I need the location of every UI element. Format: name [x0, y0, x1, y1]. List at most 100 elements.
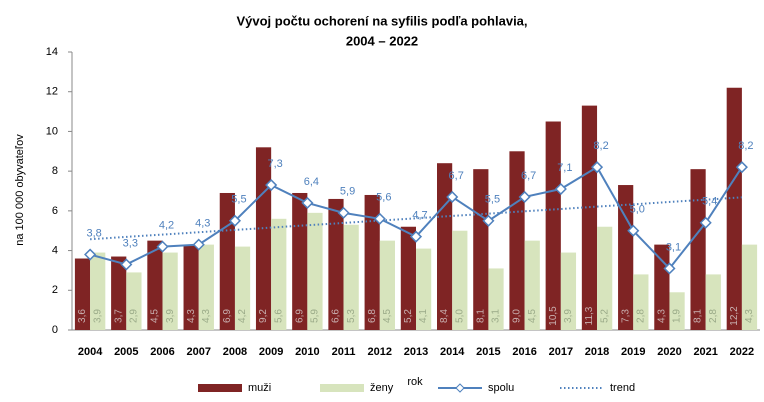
point-value-label: 8,2 [738, 140, 753, 152]
point [663, 262, 676, 275]
bar [437, 163, 453, 330]
bar [581, 105, 598, 330]
bar-value-label: 2,8 [708, 309, 719, 323]
x-tick-label: 2006 [150, 346, 174, 358]
bar-value-label: 3,9 [92, 309, 103, 323]
bar-value-label: 6,9 [294, 309, 305, 323]
bar [307, 212, 323, 330]
chart-title: Vývoj počtu ochorení na syfilis podľa po… [236, 13, 527, 28]
point [337, 206, 350, 219]
bar [560, 252, 577, 330]
point-value-label: 8,2 [593, 140, 608, 152]
chart-title: 2004 – 2022 [346, 33, 418, 48]
bar [111, 256, 127, 330]
x-tick-label: 2016 [512, 346, 536, 358]
legend-label: muži [248, 382, 271, 394]
bar-value-label: 4,2 [237, 309, 248, 323]
y-tick-label: 4 [52, 244, 58, 256]
point-value-label: 5,9 [340, 186, 355, 198]
bar-value-label: 4,5 [150, 309, 161, 323]
point [446, 190, 459, 204]
y-tick-label: 12 [46, 86, 58, 98]
bar [633, 274, 649, 330]
point [409, 230, 423, 243]
x-tick-label: 2005 [114, 346, 138, 358]
bar [741, 244, 758, 330]
point-value-label: 6,7 [521, 170, 536, 182]
point [156, 240, 169, 253]
bar [183, 244, 199, 330]
bar [726, 87, 742, 330]
point-value-label: 4,2 [159, 220, 174, 232]
bar [488, 268, 504, 330]
x-tick-label: 2008 [223, 346, 247, 358]
x-tick-label: 2019 [621, 346, 645, 358]
point-value-label: 3,8 [86, 227, 101, 239]
point-value-label: 5,5 [485, 194, 500, 206]
point [373, 212, 386, 225]
y-tick-label: 2 [52, 284, 58, 296]
y-tick-label: 0 [52, 324, 58, 336]
point [554, 182, 567, 196]
bar [364, 194, 380, 330]
bar-value-label: 12,2 [729, 306, 740, 326]
bar [597, 226, 613, 330]
bar [379, 240, 395, 330]
point [627, 224, 640, 237]
x-tick-label: 2014 [440, 346, 465, 358]
legend-swatch [320, 384, 364, 392]
bar-value-label: 4,1 [418, 309, 429, 323]
bar-value-label: 4,3 [186, 309, 197, 323]
bar [328, 198, 344, 330]
bar-value-label: 4,5 [382, 309, 393, 323]
bar-value-label: 10,5 [548, 306, 559, 326]
bar-value-label: 4,3 [744, 309, 755, 323]
point-value-label: 6,7 [449, 170, 464, 182]
bar-value-label: 6,9 [222, 309, 233, 323]
bar-value-label: 7,3 [620, 309, 631, 323]
bar-value-label: 5,9 [310, 309, 321, 323]
bar [343, 224, 359, 330]
bar-value-label: 9,0 [512, 309, 523, 323]
bar-value-label: 5,2 [599, 309, 610, 323]
bar-value-label: 4,5 [527, 309, 538, 323]
bar [234, 246, 251, 330]
bar-value-label: 3,9 [563, 309, 574, 323]
point [228, 214, 242, 227]
point-value-label: 5,0 [630, 204, 645, 216]
bar-value-label: 5,2 [403, 309, 414, 323]
x-tick-label: 2022 [730, 346, 754, 358]
point [301, 196, 314, 209]
bar [255, 147, 272, 330]
bar-value-label: 6,8 [367, 309, 378, 323]
x-tick-label: 2007 [186, 346, 210, 358]
bar-value-label: 6,6 [331, 309, 342, 323]
bar-value-label: 11,3 [584, 306, 595, 325]
x-tick-label: 2004 [78, 346, 103, 358]
bar [292, 192, 308, 330]
point-value-label: 3,3 [123, 237, 138, 249]
point [482, 214, 495, 227]
y-tick-label: 8 [52, 165, 58, 177]
point [735, 161, 748, 174]
legend-label: ženy [370, 382, 394, 394]
point [265, 178, 278, 192]
bar-value-label: 1,9 [672, 309, 683, 323]
bar [74, 258, 91, 330]
point-value-label: 6,4 [304, 176, 319, 188]
point-value-label: 5,5 [231, 194, 246, 206]
bar-value-label: 5,0 [454, 309, 465, 323]
bar [452, 230, 468, 330]
x-tick-label: 2017 [549, 346, 573, 358]
bar-value-label: 2,9 [129, 309, 140, 323]
bar [690, 169, 706, 330]
x-tick-label: 2009 [259, 346, 283, 358]
bar-value-label: 4,3 [201, 309, 212, 323]
x-tick-label: 2010 [295, 346, 319, 358]
x-tick-label: 2011 [332, 346, 356, 358]
bar-value-label: 2,8 [636, 309, 647, 323]
point [590, 161, 604, 174]
bar-value-label: 3,7 [113, 309, 124, 323]
x-tick-label: 2021 [693, 346, 717, 358]
point-value-label: 4,7 [412, 210, 427, 222]
